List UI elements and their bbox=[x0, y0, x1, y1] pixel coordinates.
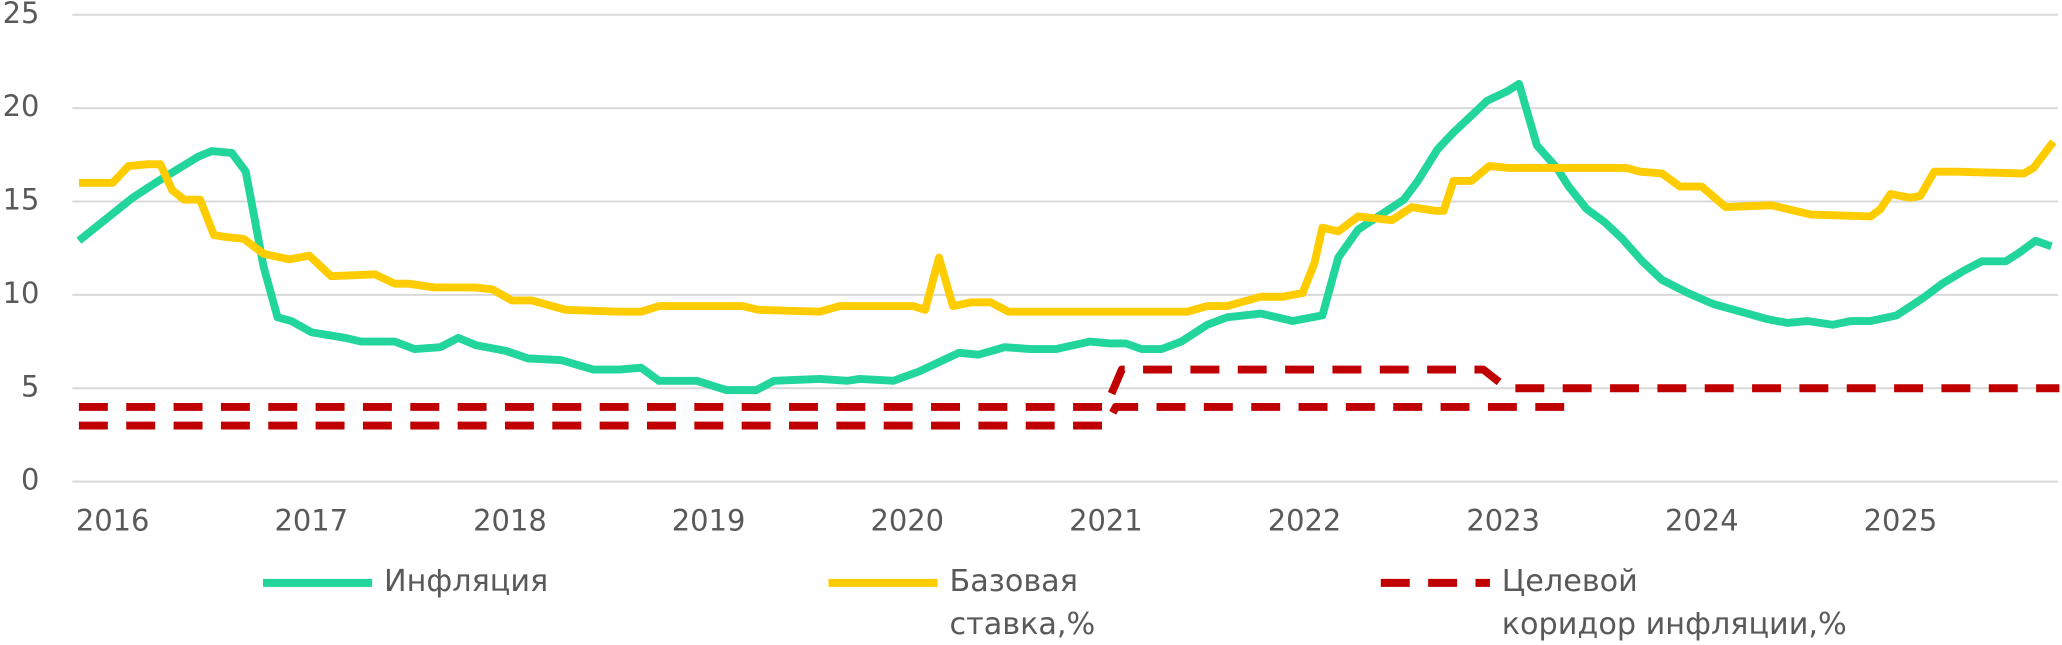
x-tick-label: 2022 bbox=[1268, 503, 1342, 537]
x-tick-label: 2024 bbox=[1665, 503, 1739, 537]
y-tick-label: 5 bbox=[21, 369, 39, 403]
legend-label: Инфляция bbox=[383, 564, 549, 599]
x-tick-label: 2016 bbox=[76, 503, 150, 537]
legend-label: Целевой коридор инфляции,% bbox=[1501, 564, 1847, 643]
y-tick-label: 10 bbox=[3, 276, 40, 310]
y-tick-label: 0 bbox=[21, 463, 39, 497]
legend-item: Базовая ставка,% bbox=[949, 564, 1096, 643]
x-tick-label: 2019 bbox=[672, 503, 746, 537]
x-tick-label: 2021 bbox=[1069, 503, 1143, 537]
x-tick-label: 2017 bbox=[275, 503, 349, 537]
series-line bbox=[76, 79, 2053, 395]
series-line bbox=[78, 402, 1569, 430]
y-tick-label: 15 bbox=[3, 183, 40, 217]
series-line bbox=[78, 365, 2060, 411]
x-tick-label: 2018 bbox=[473, 503, 547, 537]
legend-item: Целевой коридор инфляции,% bbox=[1501, 564, 1847, 643]
x-tick-label: 2020 bbox=[870, 503, 944, 537]
legend-item: Инфляция bbox=[383, 564, 549, 599]
legend-label: Базовая ставка,% bbox=[949, 564, 1096, 643]
x-tick-label: 2023 bbox=[1466, 503, 1540, 537]
series-line bbox=[78, 139, 2057, 316]
x-tick-label: 2025 bbox=[1864, 503, 1938, 537]
y-tick-label: 20 bbox=[3, 89, 40, 123]
y-tick-label: 25 bbox=[3, 0, 40, 30]
